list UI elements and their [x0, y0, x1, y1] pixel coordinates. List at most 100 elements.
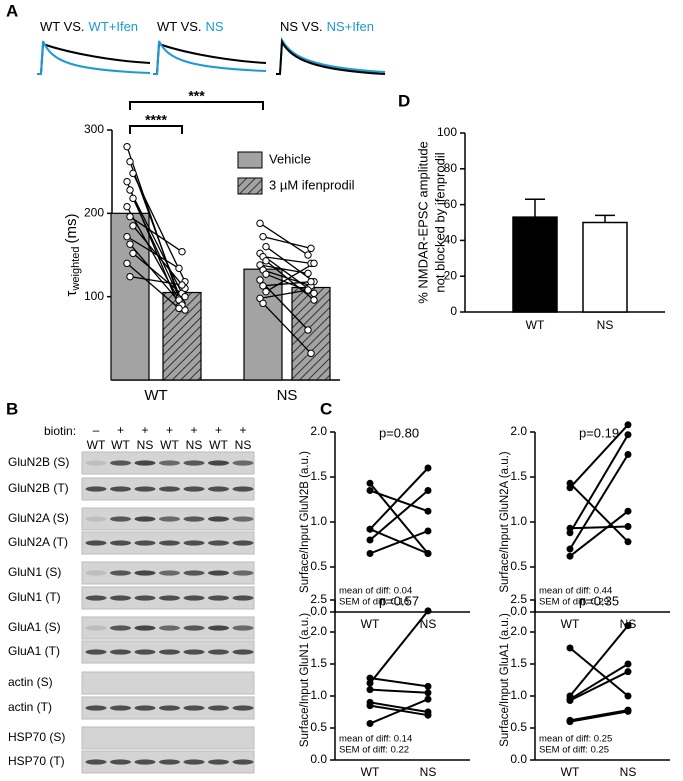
point — [566, 529, 574, 537]
chart-title: p=0.80 — [379, 425, 419, 440]
pair-line — [132, 252, 186, 298]
point — [304, 269, 312, 278]
band — [159, 759, 180, 765]
x-tick-label: WT — [561, 617, 580, 631]
row-label: actin (S) — [8, 675, 53, 689]
y-axis-label: Surface/Input GluA1 (a.u.) — [499, 613, 511, 747]
point — [259, 282, 267, 290]
point — [566, 484, 574, 492]
band — [183, 595, 205, 601]
point — [126, 212, 134, 221]
y-tick-label: 100 — [437, 125, 457, 139]
row-label: GluN1 (S) — [8, 565, 61, 579]
band — [159, 595, 180, 601]
point — [566, 696, 574, 704]
band — [85, 516, 107, 522]
point — [624, 451, 632, 458]
pair-line — [569, 434, 629, 534]
y-tick-label: 100 — [84, 289, 104, 303]
legend-swatch — [237, 151, 263, 169]
band — [85, 705, 107, 711]
bar — [582, 221, 628, 313]
y-tick-label: 1.5 — [310, 469, 327, 483]
trace-label-left: WT VS. — [157, 19, 202, 34]
y-tick-label: 0.0 — [510, 604, 527, 618]
pair-line — [369, 530, 429, 555]
pair-line — [262, 281, 312, 287]
pair-line — [132, 225, 186, 289]
trace-label-left: NS VS. — [280, 19, 323, 34]
band — [134, 486, 156, 492]
lane-label: WT — [111, 438, 130, 452]
panel-label: B — [6, 399, 18, 418]
panel-label: A — [6, 1, 18, 20]
y-axis-label: Surface/Input GluN1 (a.u.) — [299, 613, 311, 747]
lane-label: NS — [186, 438, 203, 452]
pair-line — [132, 173, 186, 282]
blot-strip — [81, 726, 255, 750]
band — [208, 759, 229, 765]
band — [134, 570, 156, 576]
point — [126, 157, 134, 166]
pair-line — [262, 236, 312, 249]
point — [310, 259, 318, 268]
point — [304, 251, 312, 259]
point — [366, 720, 374, 728]
band — [159, 570, 180, 576]
band — [232, 705, 254, 711]
band — [159, 486, 180, 492]
x-tick-label: WT — [144, 387, 167, 404]
traces — [37, 36, 386, 75]
point — [307, 244, 315, 253]
y-tick-label: 20 — [444, 268, 458, 282]
point — [304, 286, 312, 294]
trace-label-left: WT VS. — [40, 19, 85, 34]
band — [183, 649, 205, 655]
x-tick-label: WT — [361, 765, 380, 779]
band — [232, 516, 254, 522]
y-tick-label: 2.5 — [310, 592, 327, 606]
chart-title: p=0.19 — [579, 425, 619, 440]
y-tick-label: 40 — [444, 233, 458, 247]
band — [134, 625, 156, 631]
band — [134, 705, 156, 711]
pair-line — [129, 243, 183, 306]
y-tick-label: 2.5 — [510, 592, 527, 606]
pair-line — [126, 262, 180, 309]
point — [129, 169, 137, 178]
band — [208, 570, 229, 576]
point — [624, 431, 632, 439]
point — [178, 281, 186, 289]
band — [134, 649, 156, 655]
y-tick-label: 2.0 — [510, 424, 527, 438]
pair-line — [369, 467, 429, 530]
point — [178, 247, 186, 256]
band — [110, 516, 131, 522]
band — [183, 486, 205, 492]
band — [134, 759, 156, 765]
pair-line — [569, 647, 629, 697]
trace-label: WT VS. WT+Ifen — [40, 19, 138, 34]
y-tick-label: 1.0 — [510, 514, 527, 528]
band — [232, 759, 254, 765]
blot-title: biotin: — [44, 424, 76, 438]
band — [85, 486, 107, 492]
point — [624, 523, 632, 530]
point — [624, 707, 632, 715]
band — [85, 595, 107, 601]
point — [424, 711, 432, 719]
pair-line — [259, 289, 309, 299]
pair-line — [262, 302, 312, 354]
row-label: GluA1 (S) — [8, 620, 61, 634]
note: SEM of diff: 0.16 — [339, 597, 409, 608]
point — [123, 232, 131, 241]
treatment: + — [166, 423, 173, 437]
trace-label: WT VS. NS — [157, 19, 224, 34]
panel-label: D — [398, 91, 410, 110]
point — [566, 552, 574, 560]
band — [110, 625, 131, 631]
point — [129, 249, 137, 258]
band — [159, 649, 180, 655]
y-tick-label: 200 — [84, 206, 104, 220]
point — [424, 527, 432, 535]
